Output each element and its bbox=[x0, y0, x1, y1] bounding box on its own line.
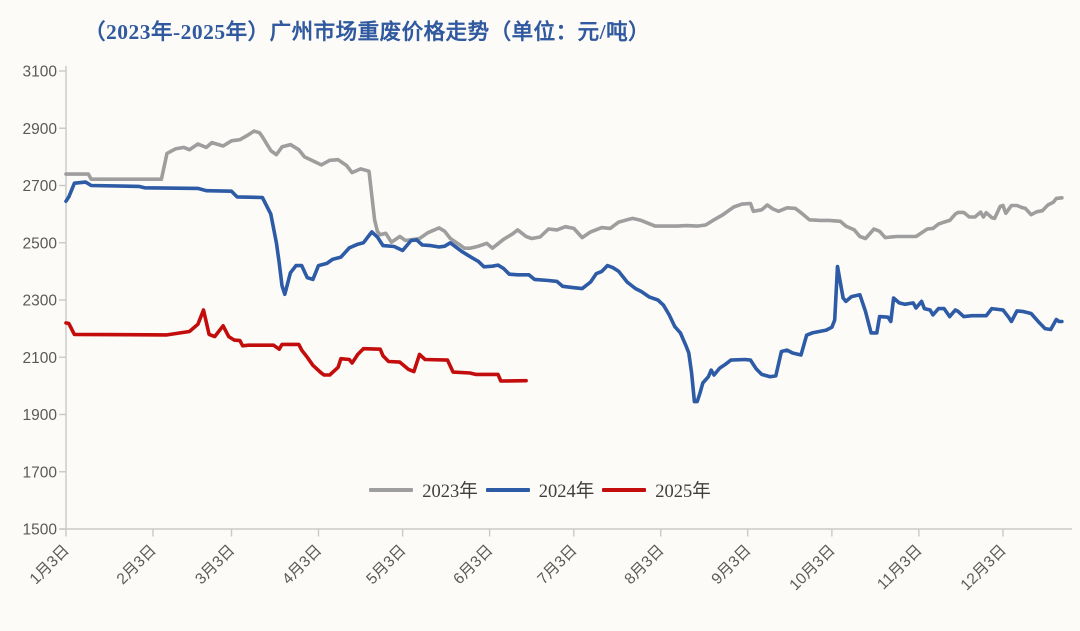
x-tick-label: 4月3日 bbox=[279, 542, 325, 588]
y-tick-label: 1500 bbox=[23, 522, 58, 539]
legend-line-swatch-2024 bbox=[485, 488, 530, 492]
x-tick-label: 7月3日 bbox=[534, 542, 580, 588]
x-tick-label: 1月3日 bbox=[27, 542, 73, 588]
page-title: （2023年-2025年）广州市场重废价格走势（单位：元/吨） bbox=[84, 20, 651, 44]
x-tick-label: 12月3日 bbox=[958, 542, 1010, 594]
legend-label-2023: 2023年 bbox=[422, 482, 478, 502]
legend-item-2025: 2025年 bbox=[602, 477, 711, 503]
x-tick-label: 9月3日 bbox=[708, 542, 754, 588]
legend: 2023年 2024年 2025年 bbox=[0, 477, 1080, 503]
y-tick-label: 1900 bbox=[23, 407, 58, 424]
x-tick-label: 11月3日 bbox=[874, 542, 925, 593]
legend-line-swatch-2023 bbox=[369, 488, 414, 492]
y-tick-label: 2700 bbox=[23, 178, 58, 195]
legend-label-2025: 2025年 bbox=[655, 482, 711, 502]
y-tick-label: 2100 bbox=[23, 350, 58, 367]
legend-label-2024: 2024年 bbox=[538, 482, 595, 502]
y-tick-label: 2900 bbox=[23, 121, 58, 138]
x-tick-label: 5月3日 bbox=[363, 542, 409, 588]
series-line-2025年 bbox=[64, 308, 528, 383]
y-tick-label: 1700 bbox=[23, 464, 58, 481]
series-line-2024年 bbox=[64, 180, 1064, 404]
x-tick-label: 10月3日 bbox=[786, 542, 838, 594]
legend-item-2024: 2024年 bbox=[485, 477, 595, 503]
x-tick-label: 6月3日 bbox=[450, 542, 496, 588]
y-tick-label: 2300 bbox=[23, 293, 58, 310]
legend-line-swatch-2025 bbox=[602, 488, 647, 492]
series-line-2023年 bbox=[64, 129, 1064, 250]
x-tick-label: 3月3日 bbox=[192, 542, 238, 588]
y-tick-label: 2500 bbox=[23, 235, 58, 252]
x-tick-label: 2月3日 bbox=[114, 542, 160, 588]
legend-item-2023: 2023年 bbox=[369, 477, 478, 503]
y-tick-label: 3100 bbox=[23, 64, 58, 81]
x-tick-label: 8月3日 bbox=[621, 542, 667, 588]
